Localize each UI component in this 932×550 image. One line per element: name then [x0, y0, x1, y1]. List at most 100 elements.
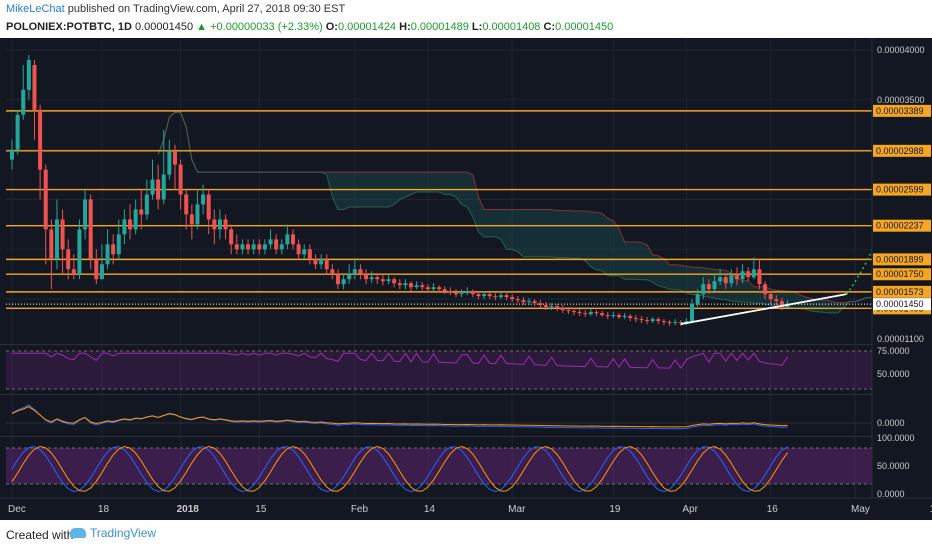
- candle-body: [673, 322, 678, 324]
- candle-body: [746, 271, 751, 278]
- candle-body: [459, 293, 464, 295]
- candle-body: [150, 179, 155, 195]
- candle-body: [650, 319, 655, 322]
- candle-body: [54, 219, 59, 260]
- candle-body: [302, 249, 307, 255]
- level-tag: [873, 253, 931, 266]
- candle-body: [99, 264, 104, 280]
- stoch-k-line: [11, 446, 788, 493]
- level-label: 0.00001899: [876, 254, 924, 264]
- footer: Created with TradingView: [0, 520, 932, 550]
- candle-body: [588, 312, 593, 315]
- candle-body: [594, 312, 599, 314]
- price-tick: 0.00004000: [877, 45, 925, 55]
- tradingview-brand: TradingView: [90, 526, 157, 540]
- candle-body: [358, 269, 363, 275]
- candle-body: [83, 199, 88, 230]
- candle-body: [161, 174, 166, 200]
- candle-body: [425, 287, 430, 290]
- candle-body: [437, 287, 442, 290]
- level-label: 0.00002237: [876, 221, 924, 231]
- candle-body: [656, 319, 661, 322]
- candle-body: [178, 164, 183, 195]
- low-label: L:: [471, 21, 483, 33]
- candle-body: [583, 313, 588, 315]
- high-label: H:: [399, 21, 411, 33]
- level-tag: [873, 183, 931, 196]
- date-tick: May: [851, 504, 870, 515]
- candle-body: [60, 219, 65, 250]
- candle-body: [701, 284, 706, 295]
- date-tick: 19: [609, 504, 621, 515]
- ichimoku-cloud: [157, 111, 932, 314]
- candle-body: [229, 229, 234, 245]
- tradingview-logo[interactable]: TradingView: [70, 526, 156, 540]
- candle-body: [184, 194, 189, 215]
- candle-body: [274, 239, 279, 250]
- candle-body: [734, 275, 739, 280]
- candle-body: [319, 259, 324, 265]
- candle-body: [470, 291, 475, 295]
- date-tick: Mar: [508, 504, 526, 515]
- candle-body: [577, 312, 582, 314]
- author-link[interactable]: MikeLeChat: [6, 3, 65, 15]
- candle-body: [352, 269, 357, 275]
- support-trendline: [680, 293, 847, 325]
- level-label: 0.00003389: [876, 106, 924, 116]
- last-price-tag: [873, 298, 931, 311]
- candle-body: [397, 283, 402, 286]
- candle-body: [38, 109, 43, 170]
- candle-body: [144, 194, 149, 215]
- candle-body: [26, 59, 31, 90]
- candle-body: [420, 285, 425, 288]
- cloud-area: [158, 112, 932, 314]
- candle-body: [122, 219, 127, 235]
- candle-body: [751, 269, 756, 278]
- chart-canvas[interactable]: 0.00004000 0.00003500 0.00001100 0.00003389…: [0, 38, 932, 520]
- candle-body: [628, 316, 633, 319]
- candle-body: [712, 281, 717, 290]
- candle-body: [172, 151, 177, 165]
- stoch-band: [6, 448, 872, 484]
- candle-body: [465, 291, 470, 294]
- price-tick: 0.00001100: [877, 334, 924, 344]
- candle-body: [403, 283, 408, 286]
- rsi-band: [6, 351, 872, 389]
- candle-body: [527, 301, 532, 303]
- candle-body: [493, 296, 498, 298]
- candle-body: [111, 244, 116, 255]
- candle-body: [206, 194, 211, 220]
- candle-body: [251, 244, 256, 250]
- candle-body: [240, 244, 245, 250]
- candle-body: [498, 295, 503, 298]
- candle-body: [133, 209, 138, 230]
- candle-body: [71, 269, 76, 275]
- date-tick: 18: [98, 504, 110, 515]
- candle-body: [347, 274, 352, 280]
- level-tag: [873, 104, 931, 117]
- candle-body: [88, 199, 93, 260]
- candle-body: [369, 277, 374, 280]
- open-value: 0.00001424: [337, 21, 397, 33]
- candle-body: [566, 310, 571, 312]
- candle-body: [167, 151, 172, 175]
- candle-body: [128, 219, 133, 230]
- candle-body: [723, 277, 728, 284]
- publish-info: published on TradingView.com, April 27, …: [67, 3, 346, 15]
- level-tag: [873, 144, 931, 157]
- stoch-d-line: [11, 445, 788, 492]
- level-label: 0.00001750: [876, 269, 924, 279]
- candle-body: [482, 294, 487, 297]
- candle-body: [448, 291, 453, 293]
- price-axis: 0.00004000 0.00003500 0.00001100 0.00003389…: [871, 38, 932, 499]
- candle-body: [15, 114, 20, 150]
- candle-body: [212, 219, 217, 230]
- candle-body: [695, 294, 700, 305]
- candle-body: [633, 318, 638, 320]
- level-tag: [873, 285, 931, 298]
- chart-background: [0, 38, 932, 520]
- close-label: C:: [543, 21, 556, 33]
- candle-body: [195, 204, 200, 225]
- candle-body: [189, 214, 194, 225]
- candle-body: [257, 244, 262, 250]
